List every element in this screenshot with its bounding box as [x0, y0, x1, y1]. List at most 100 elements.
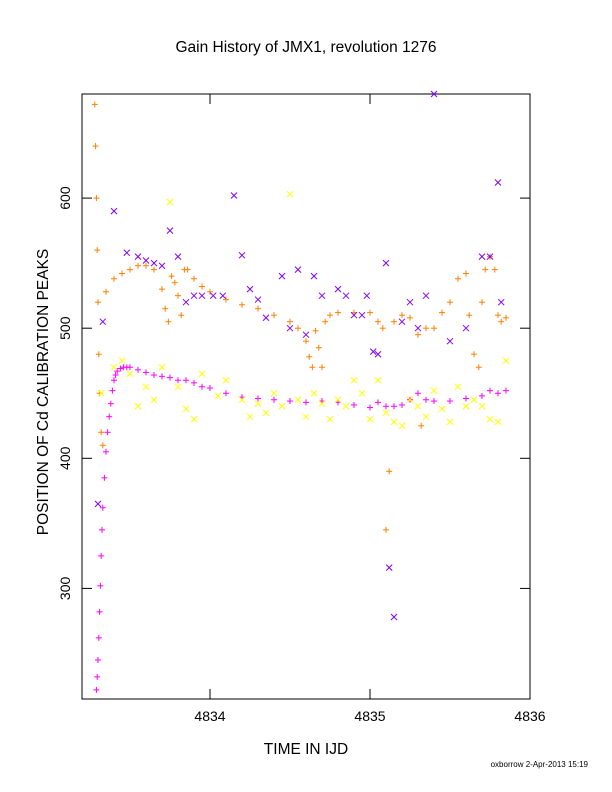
data-point	[312, 327, 319, 334]
data-point	[166, 198, 174, 206]
data-point	[303, 338, 309, 345]
data-point	[478, 253, 486, 260]
data-point	[406, 396, 414, 404]
data-point	[166, 227, 174, 234]
data-point	[182, 298, 190, 306]
data-point	[374, 376, 382, 384]
data-point	[209, 292, 217, 300]
data-point	[466, 312, 473, 319]
data-point	[335, 309, 341, 316]
data-point	[223, 296, 229, 303]
data-point	[447, 299, 453, 306]
data-point	[158, 262, 166, 270]
data-point	[126, 370, 134, 378]
data-point	[207, 385, 213, 392]
data-point	[430, 387, 438, 394]
data-point	[99, 318, 107, 326]
data-point	[358, 311, 366, 319]
data-point	[423, 396, 429, 403]
data-point	[414, 402, 422, 410]
data-point	[151, 372, 157, 379]
data-point	[367, 404, 373, 411]
data-point	[110, 363, 118, 371]
data-point	[294, 266, 302, 273]
data-point	[97, 582, 104, 589]
data-point	[406, 298, 414, 306]
data-point	[286, 190, 294, 198]
data-point	[262, 314, 270, 322]
data-point	[414, 324, 422, 332]
data-point	[95, 299, 101, 306]
data-point	[94, 673, 101, 680]
data-point	[358, 389, 366, 397]
data-point	[278, 272, 286, 280]
data-point	[315, 344, 322, 351]
data-point	[318, 292, 326, 300]
data-point	[491, 266, 498, 273]
data-point	[101, 474, 108, 481]
data-point	[199, 383, 205, 390]
y-tick-label: 500	[57, 316, 73, 340]
data-point	[198, 292, 206, 300]
data-point	[191, 379, 197, 386]
data-point	[97, 389, 105, 397]
data-point	[143, 262, 149, 269]
data-point	[478, 402, 486, 410]
data-point	[178, 312, 185, 319]
data-point	[386, 468, 393, 475]
data-point	[327, 312, 333, 319]
data-point	[382, 259, 390, 267]
data-point	[142, 257, 150, 264]
data-point	[407, 314, 413, 321]
data-point	[391, 403, 397, 410]
data-point	[302, 413, 310, 421]
x-tick-label: 4834	[194, 708, 225, 724]
data-point	[135, 366, 141, 373]
data-point	[127, 364, 133, 371]
data-point	[475, 364, 482, 371]
data-point	[366, 415, 374, 423]
data-point	[150, 396, 158, 404]
data-point	[207, 288, 213, 295]
data-point	[369, 348, 377, 355]
data-point	[385, 564, 393, 571]
data-point	[486, 415, 494, 423]
data-point	[223, 390, 229, 397]
data-point	[111, 377, 117, 384]
data-point	[103, 448, 109, 455]
y-tick-label: 300	[57, 577, 73, 601]
data-point	[503, 314, 509, 321]
data-point	[94, 500, 102, 508]
data-point	[310, 389, 318, 397]
x-tick-label: 4836	[514, 708, 545, 724]
data-point	[382, 409, 390, 417]
data-point	[190, 292, 198, 300]
data-point	[174, 383, 182, 391]
series-1	[91, 101, 509, 533]
data-point	[134, 253, 142, 260]
data-point	[326, 415, 334, 423]
data-point	[383, 526, 389, 533]
data-point	[422, 292, 430, 300]
data-point	[262, 409, 270, 417]
data-point	[239, 301, 245, 308]
data-point	[423, 325, 429, 332]
footer-stamp: oxborrow 2-Apr-2013 15:19	[491, 760, 589, 769]
data-point	[494, 179, 502, 186]
data-point	[198, 370, 206, 378]
data-point	[418, 422, 425, 429]
data-point	[117, 365, 124, 372]
data-point	[454, 383, 462, 391]
data-point	[431, 325, 437, 332]
data-point	[375, 399, 381, 406]
data-point	[270, 389, 278, 397]
data-point	[123, 249, 131, 257]
data-point	[495, 312, 501, 319]
data-point	[99, 504, 106, 511]
data-point	[230, 192, 238, 199]
data-point	[422, 413, 430, 421]
data-point	[118, 357, 126, 365]
data-point	[462, 402, 470, 410]
data-point	[246, 413, 254, 421]
